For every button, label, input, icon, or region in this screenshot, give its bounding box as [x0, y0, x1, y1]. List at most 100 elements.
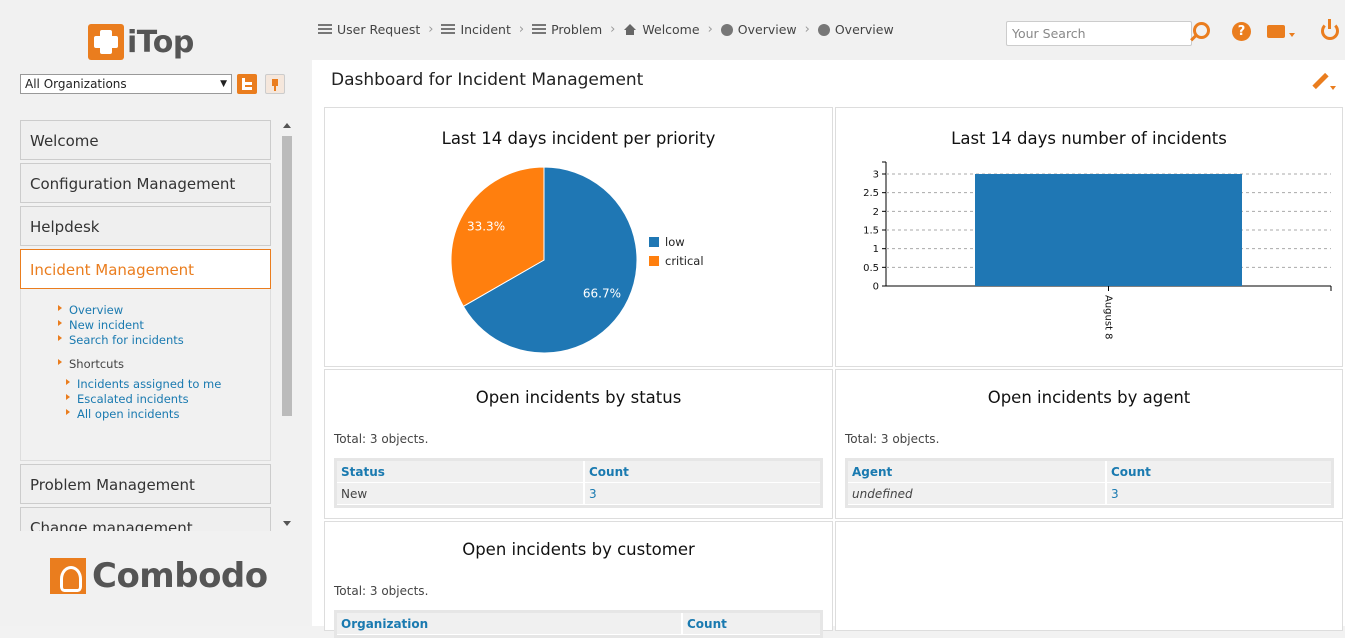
- search-icon[interactable]: [1189, 22, 1210, 42]
- y-tick-label: 3: [873, 170, 879, 181]
- combodo-logo-icon: [50, 558, 86, 594]
- pie-icon: [817, 23, 830, 36]
- menu-label-shortcuts: Shortcuts: [21, 357, 270, 377]
- breadcrumb-label: Welcome: [642, 22, 700, 37]
- breadcrumb-item[interactable]: User Request ›: [318, 22, 433, 37]
- total-count: Total: 3 objects.: [334, 584, 429, 598]
- pie-slice-label: 33.3%: [467, 219, 505, 233]
- pin-icon[interactable]: [265, 74, 285, 94]
- combodo-logo[interactable]: Combodo: [50, 556, 268, 596]
- dashlet-title: Open incidents by status: [475, 388, 682, 407]
- y-tick-label: 0.5: [863, 263, 879, 274]
- legend-swatch-low: [649, 237, 659, 247]
- legend-swatch-critical: [649, 256, 659, 266]
- column-header-count[interactable]: Count: [687, 617, 727, 631]
- menu-group-change-management[interactable]: Change management: [20, 507, 271, 531]
- left-pane: iTop All Organizations ▼ Welcome Configu…: [0, 0, 310, 626]
- breadcrumb-item[interactable]: Incident ›: [441, 22, 524, 37]
- scroll-thumb[interactable]: [282, 136, 292, 416]
- menu-item-incidents-assigned-to-me[interactable]: Incidents assigned to me: [21, 377, 270, 392]
- menu-group-configuration-management[interactable]: Configuration Management: [20, 163, 271, 203]
- breadcrumb-item[interactable]: Welcome ›: [623, 22, 713, 37]
- breadcrumb-item[interactable]: Overview: [817, 22, 894, 37]
- scroll-up-arrow-icon[interactable]: [283, 123, 291, 128]
- table-header-row: Agent Count: [848, 461, 1331, 483]
- legend-label-low: low: [665, 235, 685, 249]
- table-row: undefined 3: [848, 483, 1331, 505]
- itop-logo[interactable]: iTop: [88, 22, 194, 62]
- table-cell: undefined: [848, 483, 1107, 504]
- table-header-row: Organization Count: [337, 613, 820, 635]
- menu-group-incident-management[interactable]: Incident Management: [20, 249, 271, 289]
- list-icon: [532, 24, 547, 35]
- y-tick-label: 1.5: [863, 226, 879, 237]
- dashlet-agent: Open incidents by agent Total: 3 objects…: [835, 369, 1343, 519]
- home-icon: [623, 24, 637, 35]
- hierarchy-icon[interactable]: [237, 74, 257, 94]
- breadcrumb-label: User Request: [337, 22, 421, 37]
- menu-item-overview[interactable]: Overview: [21, 303, 270, 318]
- help-icon[interactable]: ?: [1232, 22, 1251, 41]
- menu-group-problem-management[interactable]: Problem Management: [20, 464, 271, 504]
- menu-item-all-open-incidents[interactable]: All open incidents: [21, 407, 270, 422]
- breadcrumb-label: Overview: [737, 22, 797, 37]
- breadcrumb-separator-icon: ›: [518, 22, 525, 37]
- breadcrumb-item[interactable]: Problem ›: [532, 22, 615, 37]
- list-icon: [441, 24, 456, 35]
- breadcrumb-label: Overview: [834, 22, 894, 37]
- x-tick-label: August 8: [1103, 295, 1114, 340]
- main-content: Dashboard for Incident Management Last 1…: [312, 60, 1345, 638]
- column-header-agent[interactable]: Agent: [848, 461, 1107, 482]
- breadcrumb-item[interactable]: Overview ›: [720, 22, 810, 37]
- table-cell-link[interactable]: 3: [1111, 487, 1119, 501]
- column-header-count[interactable]: Count: [1111, 465, 1151, 479]
- menu-item-new-incident[interactable]: New incident: [21, 318, 270, 333]
- customer-table: Organization Count: [334, 610, 823, 638]
- notifications-icon[interactable]: [1267, 25, 1295, 38]
- breadcrumb-separator-icon: ›: [428, 22, 434, 37]
- breadcrumb-label: Problem: [551, 22, 603, 37]
- edit-dashboard-icon[interactable]: [1312, 72, 1336, 92]
- itop-logo-icon: [88, 24, 124, 60]
- dashlet-customer: Open incidents by customer Total: 3 obje…: [324, 521, 833, 638]
- dashlet-status: Open incidents by status Total: 3 object…: [324, 369, 833, 519]
- pie-slice-label: 66.7%: [583, 287, 621, 301]
- menu-item-search-incidents[interactable]: Search for incidents: [21, 333, 270, 348]
- pie-slice-critical: [450, 166, 545, 308]
- breadcrumb-label: Incident: [460, 22, 511, 37]
- menu-accordion: Welcome Configuration Management Helpdes…: [20, 120, 271, 531]
- total-count: Total: 3 objects.: [334, 432, 429, 446]
- table-row: New 3: [337, 483, 820, 505]
- y-tick-label: 0: [873, 282, 879, 293]
- dashlet-title: Open incidents by agent: [987, 388, 1191, 407]
- column-header-organization[interactable]: Organization: [337, 613, 683, 634]
- search-input[interactable]: Your Search: [1006, 21, 1192, 46]
- logout-icon[interactable]: [1321, 19, 1339, 40]
- dropdown-arrow-icon: ▼: [220, 79, 227, 89]
- column-header-status[interactable]: Status: [337, 461, 585, 482]
- menu-item-escalated-incidents[interactable]: Escalated incidents: [21, 392, 270, 407]
- dashlet-title: Last 14 days number of incidents: [951, 129, 1227, 148]
- pie-slice-low: [462, 166, 638, 354]
- table-header-row: Status Count: [337, 461, 820, 483]
- organization-select[interactable]: All Organizations ▼: [20, 74, 232, 94]
- breadcrumb-separator-icon: ›: [804, 22, 810, 37]
- organization-select-value: All Organizations: [25, 77, 127, 91]
- menu-scrollbar[interactable]: [280, 120, 294, 530]
- pie-icon: [720, 23, 733, 36]
- top-bar: User Request › Incident › Problem › Welcome…: [310, 0, 1345, 60]
- dashlet-title: Last 14 days incident per priority: [441, 129, 716, 148]
- scroll-down-arrow-icon[interactable]: [283, 521, 291, 526]
- itop-logo-text: iTop: [127, 24, 194, 60]
- page-title: Dashboard for Incident Management: [331, 70, 644, 90]
- dashlet-title: Open incidents by customer: [462, 540, 695, 559]
- dashlet-empty: [835, 521, 1343, 631]
- y-tick-label: 1: [873, 244, 879, 255]
- incident-management-submenu: Overview New incident Search for inciden…: [20, 289, 271, 461]
- menu-group-welcome[interactable]: Welcome: [20, 120, 271, 160]
- column-header-count[interactable]: Count: [589, 465, 629, 479]
- menu-group-helpdesk[interactable]: Helpdesk: [20, 206, 271, 246]
- table-cell-link[interactable]: 3: [589, 487, 597, 501]
- list-icon: [318, 24, 332, 35]
- agent-table: Agent Count undefined 3: [845, 458, 1334, 508]
